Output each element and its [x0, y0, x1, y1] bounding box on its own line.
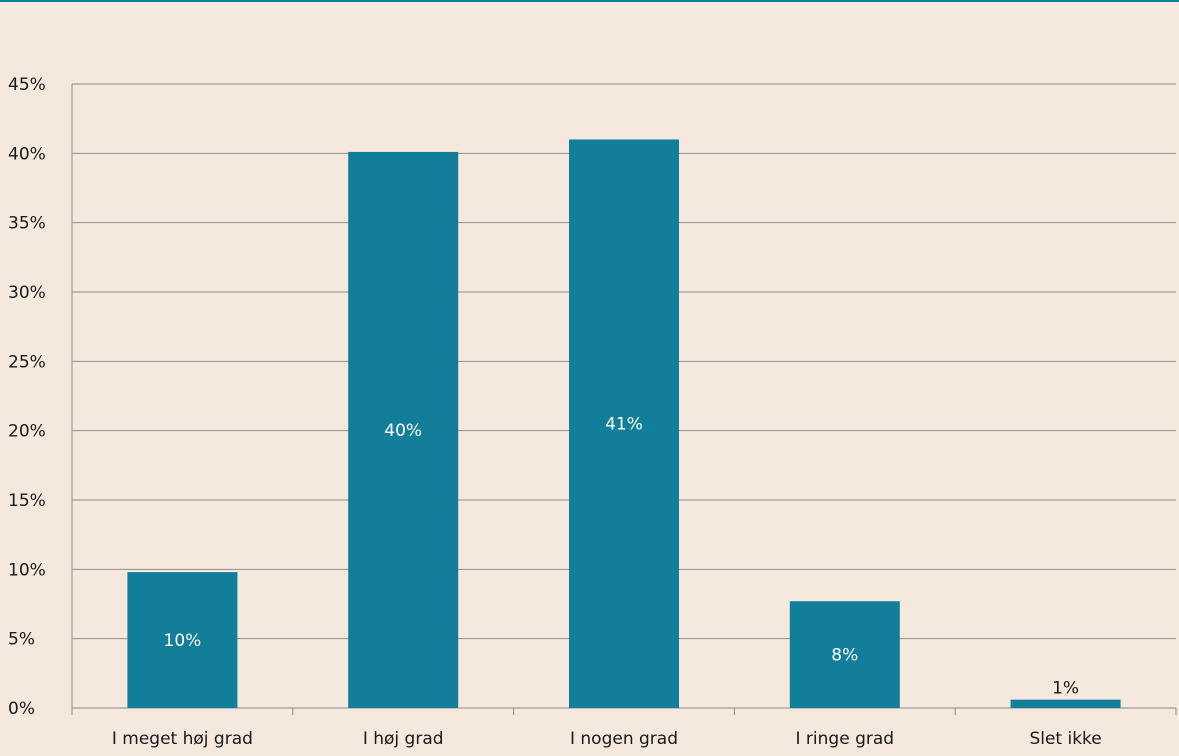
x-category-label: I nogen grad: [570, 729, 678, 749]
bar-value-label: 8%: [831, 646, 858, 666]
bar: [1010, 699, 1121, 708]
x-category-label: I meget høj grad: [112, 729, 253, 749]
x-category-label: I ringe grad: [796, 729, 895, 749]
bar: [569, 139, 679, 708]
y-tick-label: 0%: [8, 699, 35, 719]
y-tick-label: 25%: [8, 352, 46, 372]
bar-value-label: 40%: [384, 421, 422, 441]
y-tick-label: 30%: [8, 283, 46, 303]
y-tick-label: 45%: [8, 75, 46, 95]
bar: [789, 601, 900, 708]
x-category-label: I høj grad: [363, 729, 444, 749]
bar: [348, 151, 459, 709]
y-tick-label: 10%: [8, 560, 46, 580]
y-tick-label: 40%: [8, 144, 46, 164]
y-tick-label: 5%: [8, 630, 35, 650]
y-tick-label: 20%: [8, 422, 46, 442]
bar-value-label: 1%: [1052, 679, 1079, 699]
bar-value-label: 41%: [605, 415, 643, 435]
bar: [127, 572, 238, 708]
y-tick-label: 35%: [8, 214, 46, 234]
y-tick-label: 15%: [8, 491, 46, 511]
x-category-label: Slet ikke: [1029, 729, 1101, 749]
bar-value-label: 10%: [164, 631, 202, 651]
